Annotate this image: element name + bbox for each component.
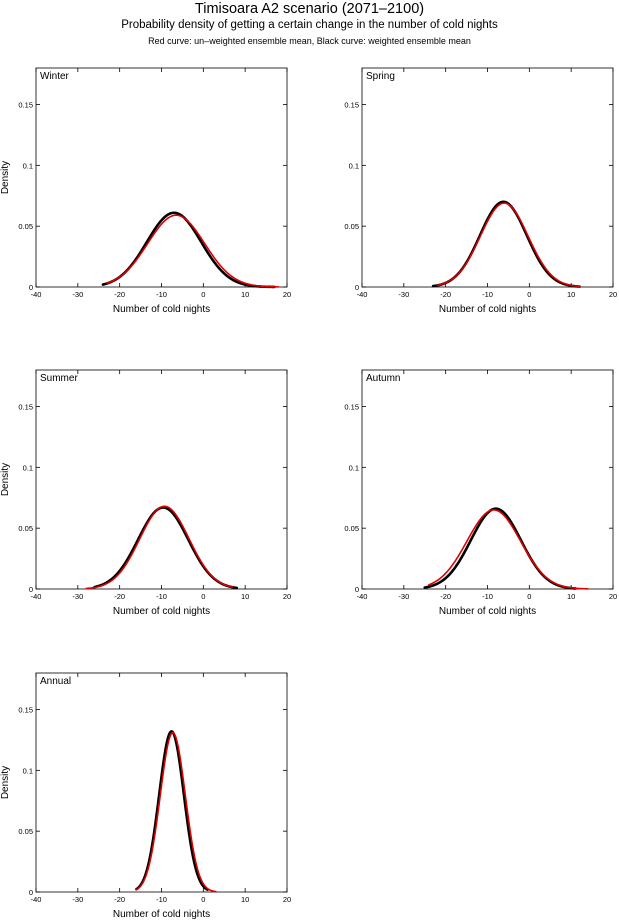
unweighted-curve-summer xyxy=(85,505,234,590)
x-tick-label: 10 xyxy=(241,290,249,299)
x-tick-label: -30 xyxy=(398,592,409,601)
x-tick-label: -40 xyxy=(31,592,42,601)
x-tick-label: -20 xyxy=(440,592,451,601)
x-axis-label: Number of cold nights xyxy=(113,304,210,315)
y-tick-label: 0.05 xyxy=(18,827,33,836)
plot-frame xyxy=(35,369,288,590)
x-tick-label: 10 xyxy=(241,895,249,904)
x-tick-label: -40 xyxy=(357,290,368,299)
x-tick-label: -10 xyxy=(156,290,167,299)
x-axis-label: Number of cold nights xyxy=(113,606,210,617)
weighted-curve-summer xyxy=(93,506,239,590)
y-tick-label: 0 xyxy=(29,888,33,897)
x-axis-label: Number of cold nights xyxy=(439,304,536,315)
legend-note: Red curve: un–weighted ensemble mean, Bl… xyxy=(148,36,471,46)
weighted-curve-winter xyxy=(101,211,276,289)
x-tick-label: -10 xyxy=(482,592,493,601)
y-tick-label: 0.05 xyxy=(18,222,33,231)
page-title: Timisoara A2 scenario (2071–2100) xyxy=(194,1,425,17)
chart-autumn: -40 -30 -20 -10 0 10 20 0 0.05 0.1 0.15 Number of c… xyxy=(344,369,617,617)
y-tick-label: 0 xyxy=(29,585,33,594)
y-tick-label: 0.15 xyxy=(18,403,33,412)
y-tick-label: 0.15 xyxy=(18,706,33,715)
y-tick-label: 0 xyxy=(355,585,359,594)
x-tick-label: 10 xyxy=(567,592,575,601)
x-tick-label: -40 xyxy=(357,592,368,601)
y-axis-label: Density xyxy=(0,766,11,799)
chart-winter: -40 -30 -20 -10 0 10 20 0 0.05 0.1 0.15 Number of c… xyxy=(0,67,291,315)
y-tick-label: 0.1 xyxy=(23,463,33,472)
y-tick-label: 0.15 xyxy=(18,101,33,110)
x-tick-label: 0 xyxy=(527,592,531,601)
panel-label: Autumn xyxy=(366,373,400,384)
unweighted-curve-spring xyxy=(436,202,581,288)
x-tick-label: 20 xyxy=(283,592,291,601)
panel-label: Annual xyxy=(40,676,71,687)
unweighted-curve-winter xyxy=(106,214,280,288)
x-tick-label: -10 xyxy=(482,290,493,299)
x-tick-label: 0 xyxy=(201,290,205,299)
panel-label: Spring xyxy=(366,71,395,82)
x-tick-label: 0 xyxy=(201,592,205,601)
plot-frame xyxy=(361,369,614,590)
plot-frame xyxy=(35,67,288,288)
x-tick-label: 20 xyxy=(609,290,617,299)
x-tick-label: -20 xyxy=(114,592,125,601)
y-tick-label: 0 xyxy=(29,283,33,292)
x-tick-label: 20 xyxy=(283,895,291,904)
y-tick-label: 0 xyxy=(355,283,359,292)
x-tick-label: -30 xyxy=(72,592,83,601)
chart-annual: -40 -30 -20 -10 0 10 20 0 0.05 0.1 0.15 Number of c… xyxy=(0,672,291,920)
chart-spring: -40 -30 -20 -10 0 10 20 0 0.05 0.1 0.15 Number of c… xyxy=(344,67,617,315)
x-tick-label: 10 xyxy=(241,592,249,601)
x-tick-label: -10 xyxy=(156,592,167,601)
y-tick-label: 0.1 xyxy=(349,161,359,170)
x-tick-label: 0 xyxy=(527,290,531,299)
y-tick-label: 0.15 xyxy=(344,403,359,412)
x-axis-label: Number of cold nights xyxy=(113,909,210,920)
y-tick-label: 0.05 xyxy=(344,222,359,231)
x-tick-label: -10 xyxy=(156,895,167,904)
plot-frame xyxy=(361,67,614,288)
x-tick-label: -30 xyxy=(72,895,83,904)
x-tick-label: -40 xyxy=(31,290,42,299)
page-subtitle: Probability density of getting a certain… xyxy=(121,19,498,31)
x-tick-label: 20 xyxy=(609,592,617,601)
x-tick-label: -20 xyxy=(114,290,125,299)
x-tick-label: -40 xyxy=(31,895,42,904)
y-tick-label: 0.05 xyxy=(344,524,359,533)
x-tick-label: -30 xyxy=(72,290,83,299)
x-tick-label: 20 xyxy=(283,290,291,299)
x-tick-label: 0 xyxy=(201,895,205,904)
y-tick-label: 0.15 xyxy=(344,101,359,110)
weighted-curve-spring xyxy=(431,200,581,288)
x-tick-label: -20 xyxy=(440,290,451,299)
y-tick-label: 0.05 xyxy=(18,524,33,533)
weighted-curve-autumn xyxy=(423,507,577,590)
unweighted-curve-autumn xyxy=(428,509,589,590)
x-tick-label: -20 xyxy=(114,895,125,904)
y-tick-label: 0.1 xyxy=(23,766,33,775)
x-tick-label: 10 xyxy=(567,290,575,299)
panel-label: Winter xyxy=(40,71,70,82)
panel-label: Summer xyxy=(40,373,78,384)
x-axis-label: Number of cold nights xyxy=(439,606,536,617)
y-tick-label: 0.1 xyxy=(23,161,33,170)
x-tick-label: -30 xyxy=(398,290,409,299)
y-tick-label: 0.1 xyxy=(349,463,359,472)
unweighted-curve-annual xyxy=(135,731,217,893)
weighted-curve-annual xyxy=(135,730,209,892)
y-axis-label: Density xyxy=(0,463,11,496)
y-axis-label: Density xyxy=(0,161,11,194)
chart-summer: -40 -30 -20 -10 0 10 20 0 0.05 0.1 0.15 Number of c… xyxy=(0,369,291,617)
